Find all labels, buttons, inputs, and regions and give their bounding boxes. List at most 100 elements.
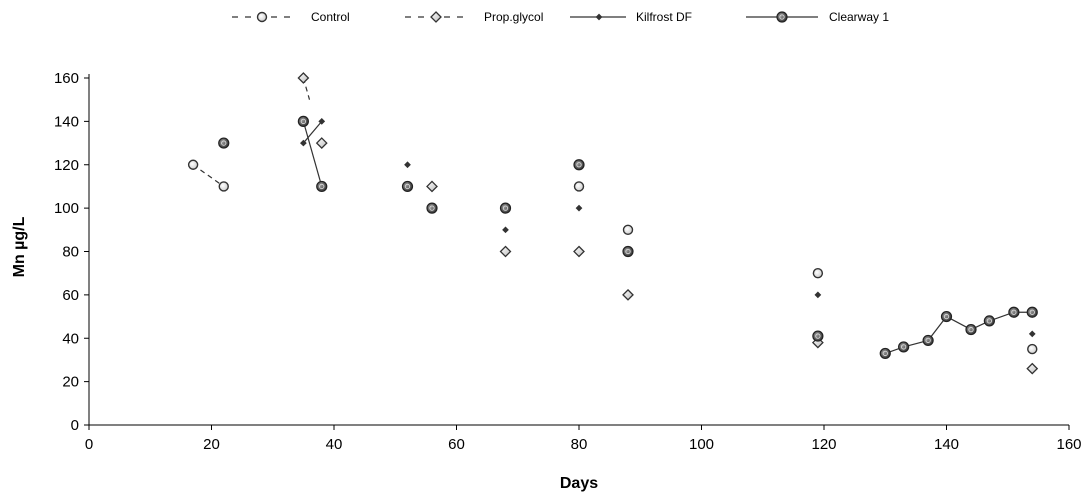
point-clearway-1-10 <box>898 341 910 353</box>
point-clearway-1-2-ring <box>319 183 325 190</box>
x-tick-label-2: 40 <box>326 436 343 453</box>
x-tick-label-3: 60 <box>448 436 465 453</box>
point-prop-glycol-1 <box>315 137 328 149</box>
legend-item-kilfrost-df: Kilfrost DF <box>570 10 692 24</box>
x-tick-label-0: 0 <box>85 436 93 453</box>
x-tick-label-1: 20 <box>203 436 220 453</box>
y-tick-label-6: 120 <box>54 157 79 174</box>
point-clearway-1-5-ring <box>502 205 509 211</box>
point-clearway-1-8-body <box>812 330 824 342</box>
point-clearway-1-7 <box>622 245 634 258</box>
point-kilfrost-df-3 <box>502 226 509 234</box>
point-control-0 <box>187 159 199 170</box>
legend-marker-clearway-1-ring <box>779 14 785 20</box>
point-clearway-1-14-ring <box>986 318 993 324</box>
legend-label-control: Control <box>311 10 350 24</box>
point-clearway-1-6-ring <box>576 162 582 168</box>
point-kilfrost-df-0 <box>300 139 307 147</box>
point-clearway-1-5 <box>499 202 512 214</box>
legend-marker-clearway-1-body <box>776 11 788 23</box>
point-clearway-1-16-ring <box>1029 309 1035 315</box>
point-clearway-1-0 <box>218 137 230 149</box>
x-tick-label-4: 80 <box>571 436 588 453</box>
y-tick-label-3: 60 <box>62 287 79 304</box>
point-kilfrost-df-5 <box>814 291 822 299</box>
y-tick-label-7: 140 <box>54 113 79 130</box>
point-clearway-1-6 <box>573 159 585 171</box>
point-clearway-1-2 <box>316 180 328 193</box>
point-control-6 <box>622 224 634 236</box>
point-clearway-1-0-body <box>218 137 230 149</box>
point-clearway-1-5-body <box>499 202 512 214</box>
point-clearway-1-3-body <box>401 180 414 193</box>
point-clearway-1-8 <box>812 330 824 342</box>
point-clearway-1-13-ring <box>968 326 974 333</box>
point-clearway-1-12-body <box>940 310 953 323</box>
axes: 0 20 40 60 80 100 120 140 160 0 20 40 60 80 100 120 140 1… <box>54 70 1082 453</box>
y-tick-label-0: 0 <box>71 417 79 434</box>
point-control-1 <box>218 181 229 192</box>
legend-marker-prop-glycol <box>430 11 442 23</box>
point-clearway-1-16 <box>1026 306 1038 318</box>
x-tick-label-5: 100 <box>689 436 714 453</box>
point-clearway-1-0-ring <box>221 140 227 146</box>
legend-marker-control <box>256 11 268 23</box>
legend-label-prop-glycol: Prop.glycol <box>484 10 543 24</box>
point-clearway-1-15-ring <box>1011 309 1017 315</box>
legend-label-kilfrost-df: Kilfrost DF <box>636 10 692 24</box>
point-clearway-1-1-body <box>297 115 309 127</box>
point-clearway-1-9 <box>879 347 891 360</box>
series-line-0 <box>192 164 225 187</box>
y-tick-label-2: 40 <box>62 330 79 347</box>
legend-marker-kilfrost-df <box>595 13 603 21</box>
point-clearway-1-1 <box>297 115 309 127</box>
point-clearway-1-11-body <box>922 334 934 347</box>
point-clearway-1-10-body <box>898 341 910 353</box>
series-line-2 <box>302 120 323 144</box>
x-tick-label-6: 120 <box>811 436 836 453</box>
point-clearway-1-4-body <box>426 202 438 214</box>
legend-item-prop-glycol: Prop.glycol <box>405 10 543 24</box>
point-clearway-1-15-body <box>1008 306 1020 318</box>
series-line-3 <box>302 121 323 187</box>
point-clearway-1-10-ring <box>900 344 907 350</box>
point-control-7 <box>812 267 824 279</box>
point-clearway-1-12-ring <box>943 313 950 320</box>
point-clearway-1-16-body <box>1026 306 1038 318</box>
point-kilfrost-df-4 <box>575 204 583 212</box>
point-prop-glycol-7 <box>1026 362 1039 375</box>
point-prop-glycol-4 <box>573 245 585 258</box>
point-prop-glycol-3 <box>499 245 512 258</box>
y-tick-label-4: 80 <box>62 244 79 261</box>
point-clearway-1-3-ring <box>404 183 411 190</box>
point-clearway-1-14-body <box>983 315 995 327</box>
x-tick-label-8: 160 <box>1056 436 1081 453</box>
legend-label-clearway-1: Clearway 1 <box>829 10 889 24</box>
y-tick-label-5: 100 <box>54 200 79 217</box>
point-prop-glycol-0 <box>297 72 310 84</box>
point-clearway-1-7-ring <box>625 248 631 255</box>
point-clearway-1-11 <box>922 334 934 347</box>
point-control-8 <box>1027 343 1038 355</box>
y-tick-label-1: 20 <box>62 374 79 391</box>
point-clearway-1-9-ring <box>882 350 888 357</box>
point-control-5 <box>573 181 585 192</box>
point-clearway-1-4-ring <box>429 205 435 211</box>
point-clearway-1-12 <box>940 310 953 323</box>
legend-item-control: Control <box>232 10 350 24</box>
point-prop-glycol-5 <box>622 288 634 301</box>
legend: Control Prop.glycol Kilfrost DF Clearway 1 <box>232 10 889 24</box>
point-clearway-1-13 <box>965 323 977 336</box>
point-clearway-1-3 <box>401 180 414 193</box>
x-axis-title: Days <box>560 475 598 492</box>
point-prop-glycol-2 <box>426 180 438 193</box>
point-clearway-1-1-ring <box>300 118 307 125</box>
point-clearway-1-11-ring <box>925 337 931 344</box>
y-tick-label-8: 160 <box>54 70 79 87</box>
point-clearway-1-15 <box>1008 306 1020 318</box>
series-lines <box>192 77 1033 354</box>
point-clearway-1-8-ring <box>815 333 821 339</box>
point-kilfrost-df-6 <box>1028 330 1036 338</box>
